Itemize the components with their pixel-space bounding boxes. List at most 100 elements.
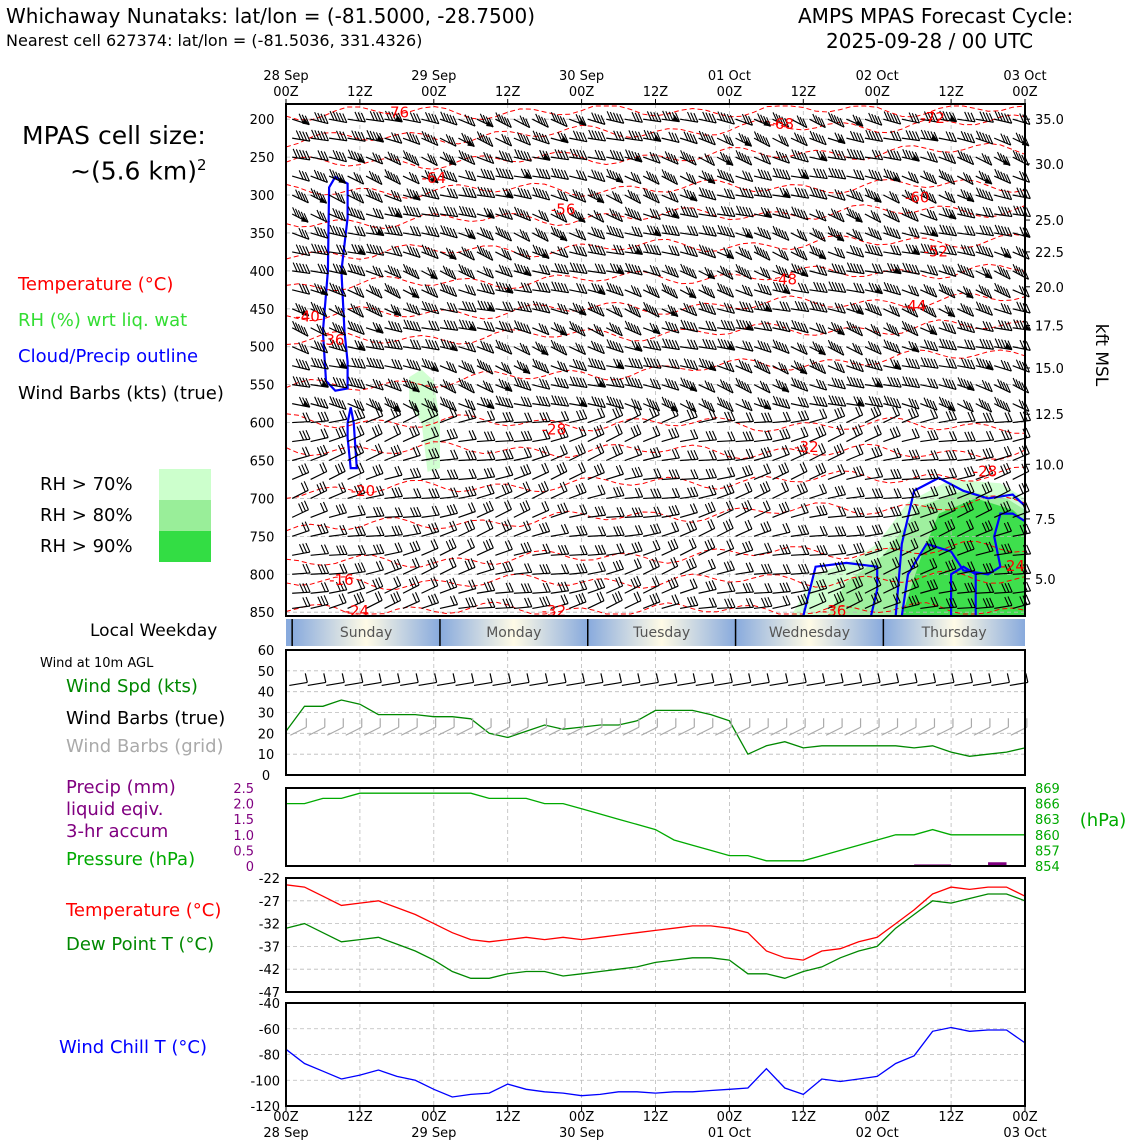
wind-barb-feather <box>412 112 418 123</box>
wind-barb-shaft <box>384 289 401 299</box>
wind-barb-feather <box>963 207 969 217</box>
wind-barb <box>827 339 845 356</box>
wind-barb-feather <box>597 245 603 255</box>
wind-barb <box>753 282 772 296</box>
wind-barb-feather <box>593 465 599 476</box>
wind-barb-shaft <box>495 118 512 129</box>
wind-barb <box>1012 462 1030 481</box>
wind-barb <box>753 266 771 280</box>
wind-barb-feather <box>791 263 797 273</box>
wind-barb-feather <box>687 225 693 235</box>
wind-barb-feather <box>646 130 652 140</box>
wind-barb-feather <box>778 134 784 144</box>
wind-barb-shaft <box>883 118 901 125</box>
wind-barb-feather <box>889 304 895 314</box>
wind-barb-feather <box>834 282 840 292</box>
wind-barb-feather <box>840 303 846 314</box>
wind-barb-feather <box>742 187 748 198</box>
wind-barb-shaft <box>513 403 532 408</box>
wind-barb-feather <box>874 114 880 125</box>
wind-barb-feather <box>461 265 467 275</box>
wind-barb-shaft <box>735 251 753 261</box>
wind-barb-feather <box>430 154 436 165</box>
rh-region-rh90 <box>901 498 1025 616</box>
wind-barb-feather <box>366 130 372 140</box>
wind-barb-shaft <box>569 417 587 424</box>
wind-barb-shaft <box>901 118 920 124</box>
wind-barb-shaft <box>679 270 697 279</box>
wind-barb-feather <box>451 137 457 147</box>
wind-barb-feather <box>498 207 504 217</box>
wind-barb <box>827 208 845 223</box>
wind-barb-feather <box>486 169 492 180</box>
wind-barb-shaft <box>901 270 920 275</box>
wind-barb-feather <box>915 245 921 255</box>
wind-barb <box>328 304 346 318</box>
wind-barb <box>680 339 699 350</box>
wind-barb-shaft <box>513 308 532 313</box>
wind-barb-feather <box>323 114 329 124</box>
wind-barb <box>365 378 384 391</box>
wind-barb <box>439 111 458 126</box>
wind-barb-shaft <box>698 232 717 237</box>
wind-barb-feather <box>301 464 307 474</box>
wind-barb-feather <box>618 464 624 475</box>
wind-barb-feather <box>600 172 606 182</box>
wind-barb <box>421 300 440 315</box>
wind-barb-feather <box>489 484 495 494</box>
wind-barb-feather <box>926 208 932 219</box>
wind-barb-shaft <box>347 137 366 142</box>
wind-barb-feather <box>319 306 325 316</box>
wind-barb-feather <box>674 133 680 143</box>
wind-barb-feather <box>670 266 676 277</box>
wind-barb-feather <box>485 249 491 260</box>
wind-barb-shaft <box>864 232 882 241</box>
wind-barb-pennant <box>707 176 715 184</box>
wind-barb-feather <box>588 243 594 254</box>
wind-barb <box>458 149 476 166</box>
wind-barb <box>439 187 459 199</box>
wind-barb <box>587 424 605 443</box>
wind-barb-feather <box>933 266 939 276</box>
wind-barb-feather <box>944 304 950 315</box>
wind-barb <box>569 462 586 481</box>
wind-barb-feather <box>601 264 607 274</box>
wind-barb-shaft <box>809 308 828 313</box>
wind-barb-feather <box>674 427 680 437</box>
wind-barb-feather <box>828 167 834 178</box>
wind-barb <box>458 263 476 280</box>
wind-barb-feather <box>886 282 892 293</box>
wind-barb-feather <box>683 188 689 199</box>
wind-barb <box>402 188 421 201</box>
wind-barb-feather <box>970 246 976 257</box>
wind-barb-feather <box>819 168 825 179</box>
wind-barb-feather <box>431 189 437 199</box>
wind-barb-feather <box>303 500 309 510</box>
wind-barb-shaft <box>883 251 902 256</box>
wind-barb-pennant <box>763 119 771 127</box>
wind-barb-feather <box>372 131 378 141</box>
wind-barb-feather <box>578 483 584 494</box>
wind-barb <box>402 205 422 218</box>
wind-barb-feather <box>683 206 689 216</box>
wind-barb <box>864 301 883 317</box>
wind-barb <box>661 169 679 186</box>
wind-barb-feather <box>772 281 778 292</box>
wind-barb-feather <box>628 130 634 140</box>
wind-barb-feather <box>619 486 625 496</box>
wind-barb-shaft <box>624 175 642 185</box>
wind-barb <box>975 170 993 185</box>
wind-barb-pennant <box>707 272 715 280</box>
wind-barb <box>661 304 679 318</box>
wind-barb <box>458 227 476 240</box>
wind-barb-feather <box>945 265 951 275</box>
wind-barb <box>698 338 717 351</box>
wind-barb-shaft <box>513 175 532 180</box>
wind-barb <box>938 304 956 318</box>
wind-barb-shaft <box>864 403 883 408</box>
wind-barb-feather <box>378 209 384 219</box>
wind-barb <box>569 130 588 143</box>
precip-label-2: liquid eqiv. <box>66 799 164 820</box>
wind-barb-feather <box>741 152 747 163</box>
wind-barb-feather <box>526 447 532 457</box>
